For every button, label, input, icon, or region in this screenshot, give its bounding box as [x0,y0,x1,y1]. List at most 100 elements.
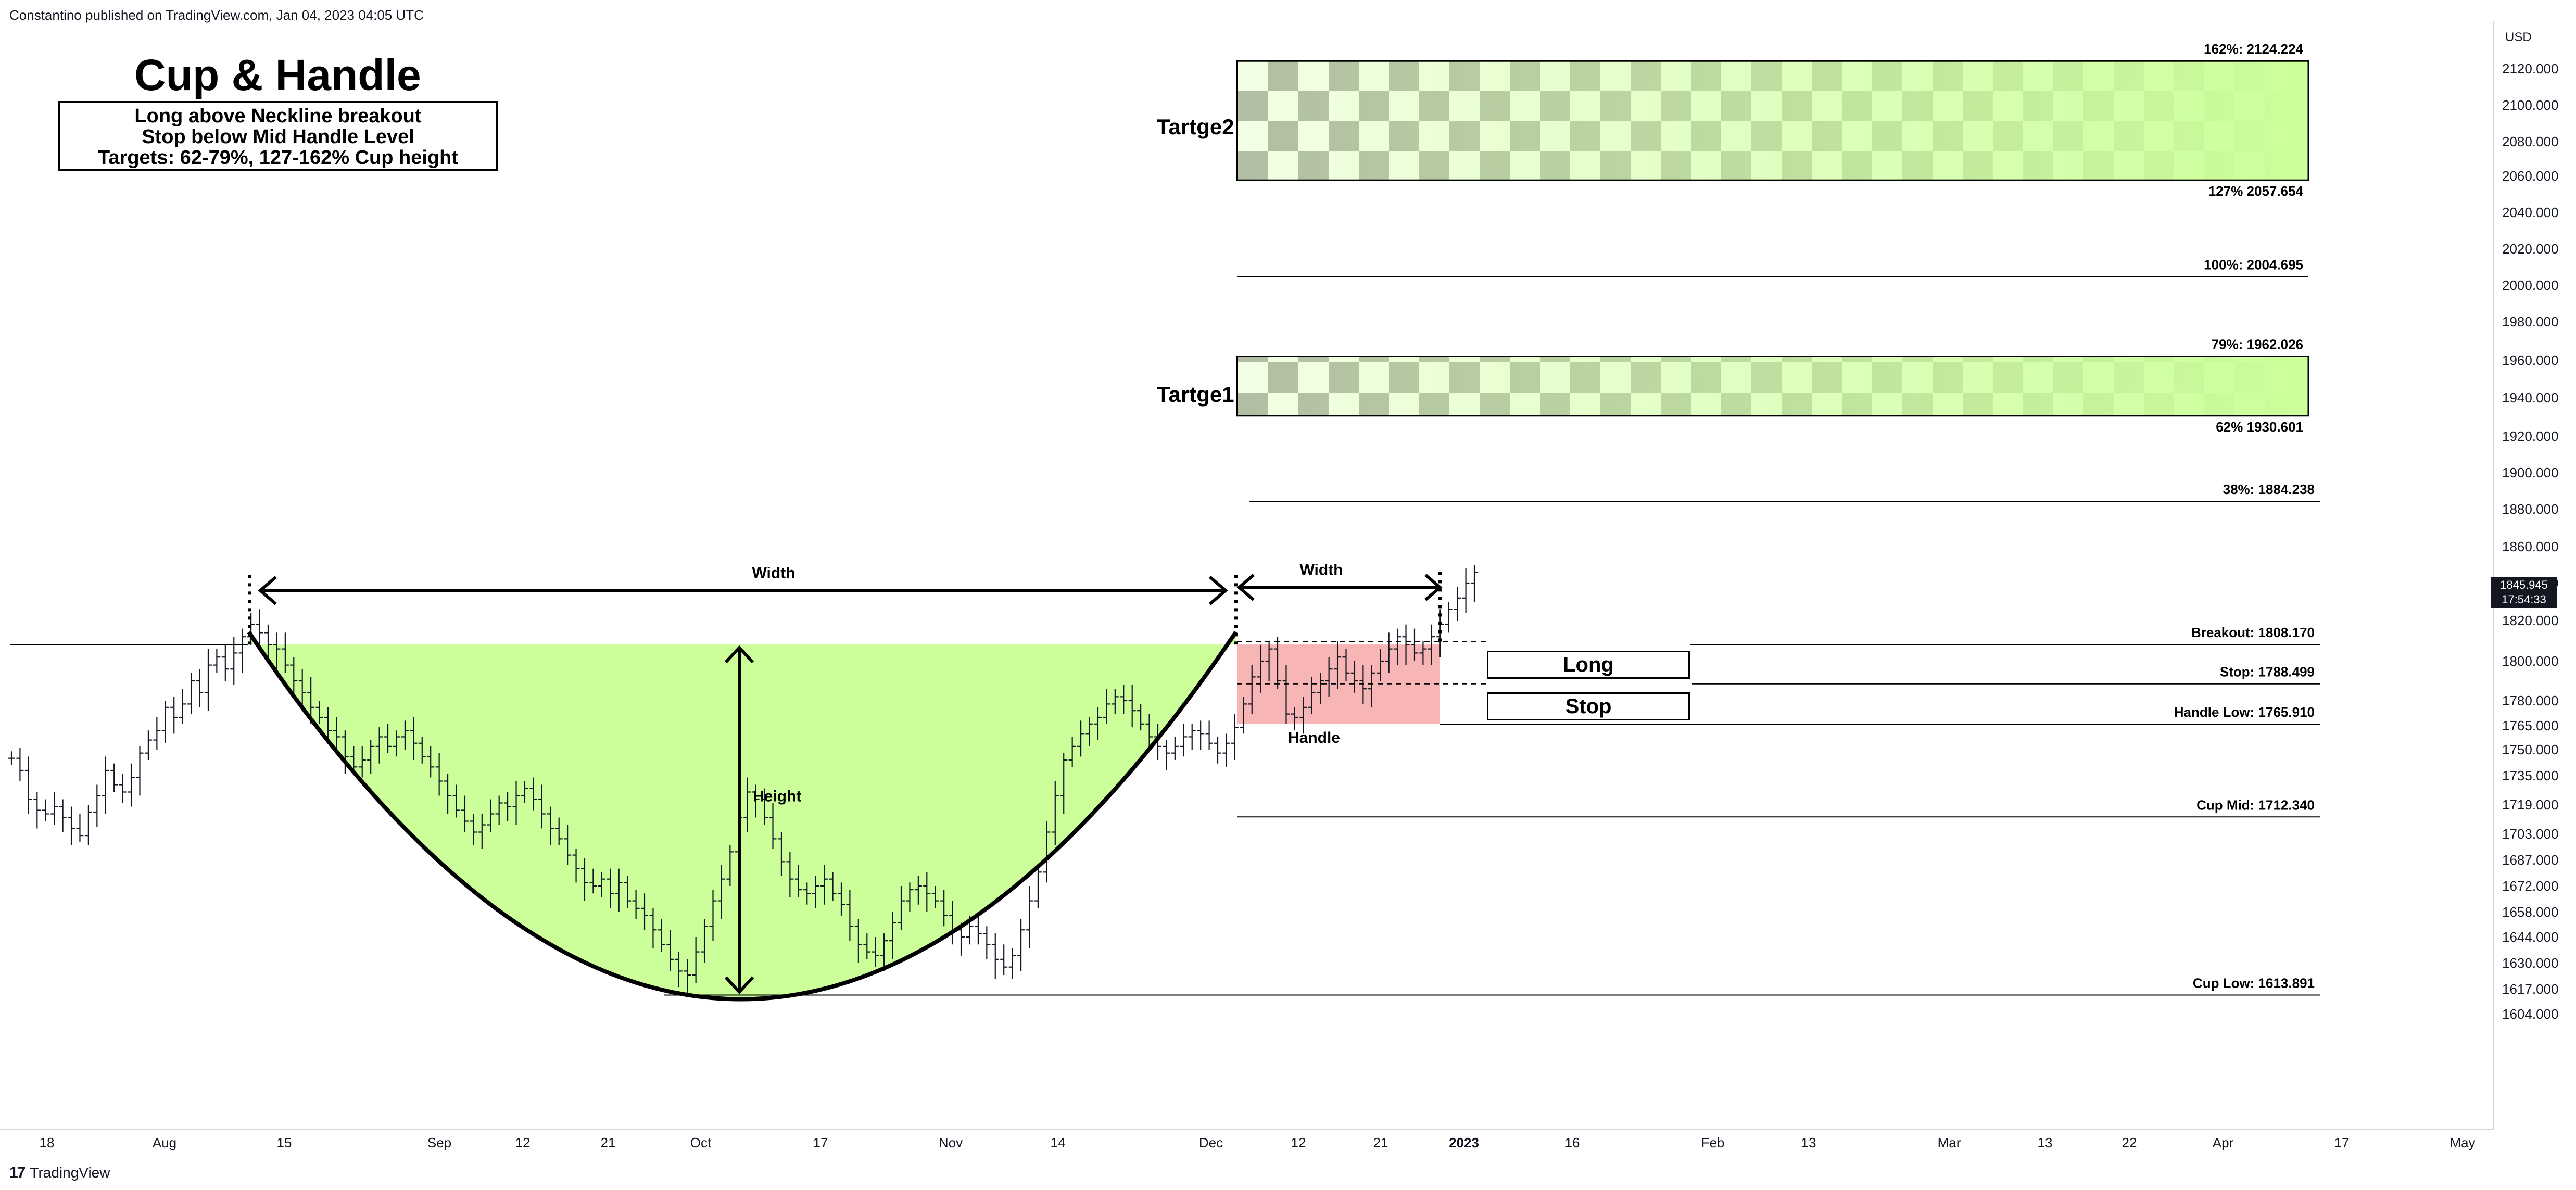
ohlc-bar [196,669,204,707]
ohlc-bar [649,908,657,948]
note-entry: Long above Neckline breakout [134,105,422,127]
ohlc-bar [580,858,588,901]
ohlc-bar [692,937,700,983]
ohlc-bar [341,730,349,774]
ohlc-bar [179,689,186,724]
level-label: 38%: 1884.238 [2223,482,2315,497]
ohlc-bar [1103,689,1110,724]
long-box: Long [1487,651,1690,679]
chart-title: Cup & Handle [134,50,421,99]
ohlc-bar [906,882,914,912]
ohlc-bar [726,845,734,886]
ohlc-bar [298,669,306,707]
ohlc-bar [281,632,289,673]
ohlc-bar [1317,673,1324,704]
time-tick-label: 12 [515,1135,531,1150]
ohlc-bar [658,919,665,952]
ohlc-bar [889,912,896,959]
price-tick-label: 2020.000 [2502,241,2558,257]
ohlc-bar [812,876,819,908]
ohlc-bar [1077,720,1085,757]
handle-width-arrowhead-left [1236,574,1255,601]
cup-height-arrowhead-bottom [724,976,754,994]
ohlc-bar [1462,568,1470,613]
ohlc-bar [1308,677,1316,714]
ohlc-bar [555,817,563,845]
ohlc-bar [384,724,392,753]
ohlc-bar [367,740,375,774]
time-tick-label: 12 [1291,1135,1306,1150]
ohlc-bar [110,763,118,792]
ohlc-bar [777,832,785,876]
ohlc-bar [1017,919,1025,971]
ohlc-bar [418,737,426,764]
level-label: 62% 1930.601 [2216,419,2303,435]
level-label: Breakout: 1808.170 [2191,625,2315,640]
ohlc-bar [144,730,152,760]
level-label: Stop: 1788.499 [2220,664,2315,680]
price-tick-label: 1940.000 [2502,390,2558,406]
ohlc-bar [598,872,605,897]
ohlc-bar [153,717,161,750]
ohlc-bar [1240,697,1247,734]
ohlc-bar [1043,821,1051,883]
ohlc-bar [1257,644,1265,693]
ohlc-bar [1137,704,1145,731]
ohlc-bar [119,774,127,803]
time-tick-label: 14 [1051,1135,1066,1150]
ohlc-bar [1171,737,1179,760]
level-label: Cup Mid: 1712.340 [2196,797,2315,813]
time-tick-label: Apr [2213,1135,2234,1150]
price-tick-label: 2120.000 [2502,61,2558,77]
footer-brand[interactable]: 17 TradingView [9,1164,110,1182]
time-tick-label: Dec [1199,1135,1223,1150]
price-tick-label: 1900.000 [2502,465,2558,480]
price-tick-label: 1604.000 [2502,1006,2558,1022]
ohlc-bar [803,882,811,905]
ohlc-bar [931,886,939,908]
ohlc-bar [375,727,383,764]
ohlc-bar [761,788,768,825]
price-tick-label: 1960.000 [2502,352,2558,368]
price-tick-label: 1860.000 [2502,539,2558,554]
ohlc-bar [1222,733,1230,767]
time-tick-label: 22 [2122,1135,2137,1150]
ohlc-bar [914,876,922,905]
price-tick-label: 1750.000 [2502,742,2558,757]
ohlc-bar [1128,685,1136,728]
ohlc-bar [846,890,854,941]
ohlc-bar [940,890,948,927]
price-tick-label: 2060.000 [2502,168,2558,184]
level-label: Handle Low: 1765.910 [2174,704,2315,720]
ohlc-bar [820,865,828,905]
ohlc-bar [495,795,503,825]
price-tick-label: 2000.000 [2502,277,2558,293]
ohlc-bar [315,701,323,724]
price-tick-label: 1630.000 [2502,955,2558,971]
ohlc-bar [1471,565,1478,602]
ohlc-bar [641,893,649,930]
price-tick-label: 1672.000 [2502,878,2558,894]
ohlc-bar [410,717,418,760]
time-tick-label: Aug [153,1135,176,1150]
ohlc-bar [204,649,212,711]
price-tick-label: 1735.000 [2502,768,2558,783]
time-tick-label: 15 [277,1135,292,1150]
ohlc-bar [136,746,144,796]
ohlc-bar [624,876,632,908]
brand-name: TradingView [30,1164,110,1181]
ohlc-bar [273,632,281,669]
time-tick-label: Mar [1938,1135,1961,1150]
ohlc-bar [512,781,520,825]
ohlc-bar [170,697,178,734]
ohlc-bar [33,792,41,829]
ohlc-bar [1402,624,1410,665]
time-tick-label: 17 [2334,1135,2350,1150]
ohlc-bar [1334,641,1342,689]
ohlc-bar [68,806,75,845]
target1-label: Tartge1 [1157,382,1234,407]
price-tick-label: 1644.000 [2502,929,2558,945]
time-tick-label: Feb [1701,1135,1725,1150]
ohlc-bar [615,868,623,912]
